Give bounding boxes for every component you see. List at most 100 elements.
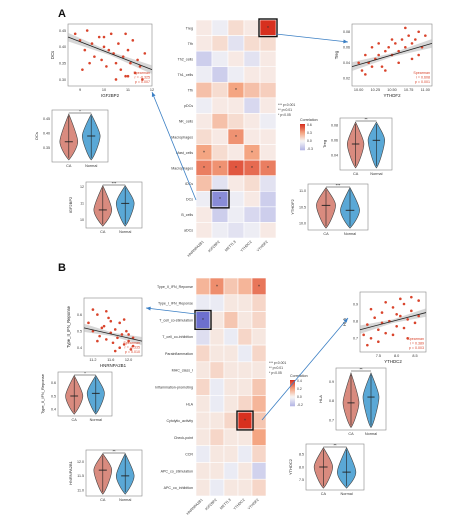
colorbar-segment	[290, 393, 295, 395]
heatmap-cell	[195, 344, 211, 363]
heatmap-row-label: pDCs	[184, 104, 193, 108]
scatter-point	[380, 311, 384, 314]
y-axis-label: YTHDC2	[288, 458, 293, 475]
heatmap-cell	[211, 175, 229, 192]
stat-annotation: Spearman	[407, 337, 424, 341]
scatter-point	[373, 316, 376, 320]
y-tick-label: 0.45	[59, 29, 66, 33]
colorbar-segment	[300, 131, 305, 133]
y-tick-label: 0.6	[51, 381, 56, 385]
significance-mark: *	[267, 26, 269, 32]
colorbar-tick-label: 0.2	[297, 387, 302, 391]
heatmap-cell	[259, 128, 277, 145]
stat-annotation: r = -0.325	[135, 76, 150, 80]
heatmap-cell	[195, 50, 213, 68]
y-tick-label: 0.35	[43, 146, 50, 150]
colorbar-segment	[290, 397, 295, 399]
heatmap-row-label: B_cells	[181, 213, 193, 217]
heatmap-row-label: Th1_cells	[178, 73, 194, 77]
colorbar-segment	[290, 382, 295, 384]
trend-line	[351, 42, 433, 68]
scatter-point	[369, 307, 373, 311]
heatmap-cell	[237, 311, 253, 329]
y-tick-label: 0.7	[329, 419, 334, 423]
heatmap-cell	[251, 411, 267, 430]
heatmap-cell	[195, 328, 211, 346]
heatmap-cell	[211, 97, 229, 114]
scatter-point	[105, 338, 108, 341]
heatmap-cell	[211, 222, 229, 239]
heatmap-row-label: Type_II_IFN_Reponse	[157, 285, 193, 289]
scatter-point	[384, 300, 387, 304]
colorbar-segment	[290, 380, 295, 382]
scatter-point	[114, 61, 118, 65]
colorbar-segment	[300, 140, 305, 142]
scatter-point	[395, 312, 398, 316]
colorbar-segment	[290, 387, 295, 389]
y-tick-label: 0.40	[59, 45, 66, 49]
scatter-point	[377, 328, 380, 332]
heatmap-row-label: Mast_cells	[176, 151, 193, 155]
heatmap-cell	[227, 50, 245, 68]
scatter-point	[141, 78, 144, 81]
heatmap-column-label: METTL3	[224, 240, 237, 253]
scatter-point	[109, 319, 113, 323]
colorbar-segment	[300, 132, 305, 135]
y-tick-label: 0.40	[43, 131, 50, 135]
scatter-point	[122, 318, 126, 321]
heatmap-cell	[223, 344, 239, 363]
heatmap-cell	[209, 294, 225, 312]
significance-mark: *	[251, 166, 253, 172]
scatter-point	[127, 333, 130, 336]
colorbar-segment	[300, 135, 305, 138]
scatter-point	[366, 323, 369, 326]
heatmap-cell	[209, 344, 225, 363]
colorbar-tick-label: 0.6	[307, 123, 312, 127]
x-tick-label: 7.5	[376, 354, 381, 358]
colorbar-segment	[290, 403, 295, 406]
heatmap-cell	[223, 378, 239, 396]
heatmap-row-label: Check-point	[174, 436, 193, 440]
colorbar-segment	[290, 399, 295, 401]
x-tick-label: 10.00	[354, 88, 364, 92]
heatmap-cell	[195, 395, 211, 413]
heatmap-row-label: CCR	[185, 453, 193, 457]
heatmap-cell	[251, 311, 267, 329]
heatmap-cell	[195, 411, 211, 430]
heatmap-cell	[223, 277, 239, 296]
scatter-point	[406, 336, 409, 340]
heatmap-cell	[259, 50, 277, 68]
x-tick-label: 10	[102, 88, 106, 92]
highlight-box	[194, 309, 212, 331]
scatter-point	[384, 69, 387, 72]
significance-mark: *	[235, 88, 237, 94]
heatmap-row-label: Tfh	[188, 42, 193, 46]
heatmap-cell	[209, 445, 225, 463]
significance-label: **	[333, 442, 337, 447]
heatmap-cell	[259, 66, 277, 83]
x-tick-label: CA	[100, 230, 106, 234]
significance-label: ***	[336, 182, 341, 187]
x-tick-label: CA	[72, 418, 78, 422]
heatmap-cell	[223, 311, 239, 329]
colorbar-segment	[300, 124, 305, 126]
colorbar-tick-label: -0.2	[297, 403, 303, 407]
heatmap-cell	[251, 395, 267, 413]
heatmap-cell	[243, 66, 261, 83]
heatmap-cell	[243, 81, 261, 99]
scatter-point	[85, 29, 89, 32]
scatter-point	[417, 314, 420, 318]
scatter-point	[120, 333, 124, 336]
scatter-point	[391, 306, 395, 309]
heatmap-cell	[223, 395, 239, 413]
x-axis-label: HNRNPA2B1	[100, 363, 127, 368]
x-axis-label: YTHDC2	[384, 359, 402, 364]
colorbar-segment	[300, 134, 305, 137]
scatter-point	[417, 299, 420, 302]
x-tick-label: Normal	[344, 232, 356, 236]
heatmap-cell	[211, 128, 229, 145]
heatmap-cell	[209, 395, 225, 413]
colorbar-tick-label: 0.0	[307, 139, 312, 143]
stat-annotation: p = 0.001	[415, 80, 430, 84]
